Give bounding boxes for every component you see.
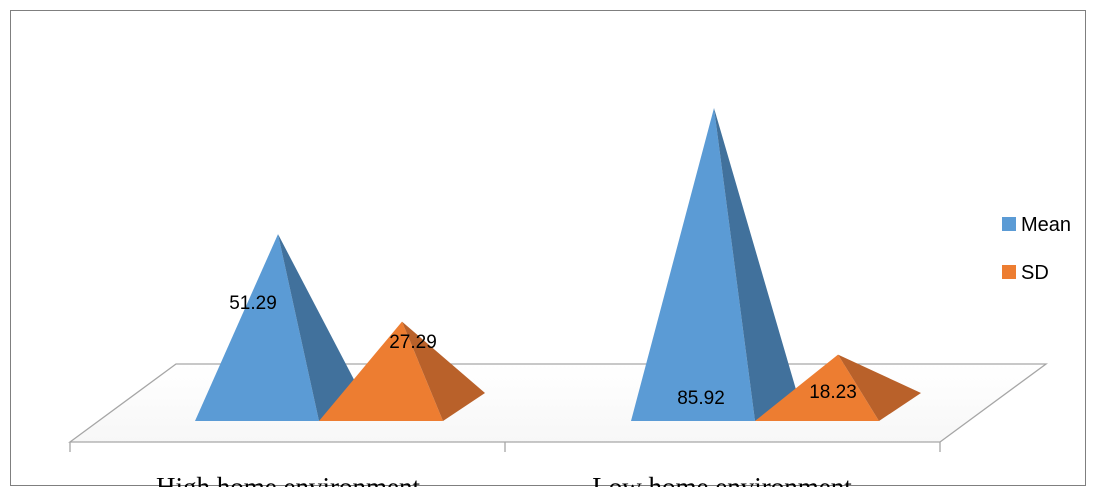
data-label-mean-high-home-environment: 51.29 (229, 293, 277, 314)
legend-label-mean: Mean (1021, 214, 1071, 236)
data-label-sd-low-home-environment: 18.23 (809, 382, 857, 403)
legend: Mean SD (1002, 214, 1071, 284)
pyramid-mean-low-home-environment (631, 108, 797, 421)
pyramid-sd-low-home-environment (755, 354, 921, 421)
pyramid-side-face (838, 354, 921, 421)
legend-label-sd: SD (1021, 262, 1049, 284)
legend-swatch-sd (1002, 265, 1016, 279)
category-label-low-home-environment: Low home environment (592, 472, 852, 487)
pyramid-front-face (319, 321, 443, 421)
plot-area (195, 108, 921, 421)
pyramid-side-face (714, 108, 797, 421)
data-labels: 51.29 27.29 85.92 18.23 (229, 293, 857, 409)
category-label-high-home-environment: High home environment (156, 472, 420, 487)
pyramid-front-face (755, 354, 879, 421)
pyramid-mean-high-home-environment (195, 234, 361, 421)
pyramid-front-face (195, 234, 319, 421)
legend-item-mean: Mean (1002, 214, 1071, 236)
pyramid-front-face (631, 108, 755, 421)
pyramid-sd-high-home-environment (319, 321, 485, 421)
pyramid-side-face (278, 234, 361, 421)
data-label-mean-low-home-environment: 85.92 (677, 388, 725, 409)
pyramid-side-face (402, 321, 485, 421)
category-axis: High home environment Low home environmen… (69, 442, 941, 487)
data-label-sd-high-home-environment: 27.29 (389, 332, 437, 353)
legend-swatch-mean (1002, 217, 1016, 231)
legend-item-sd: SD (1002, 262, 1049, 284)
